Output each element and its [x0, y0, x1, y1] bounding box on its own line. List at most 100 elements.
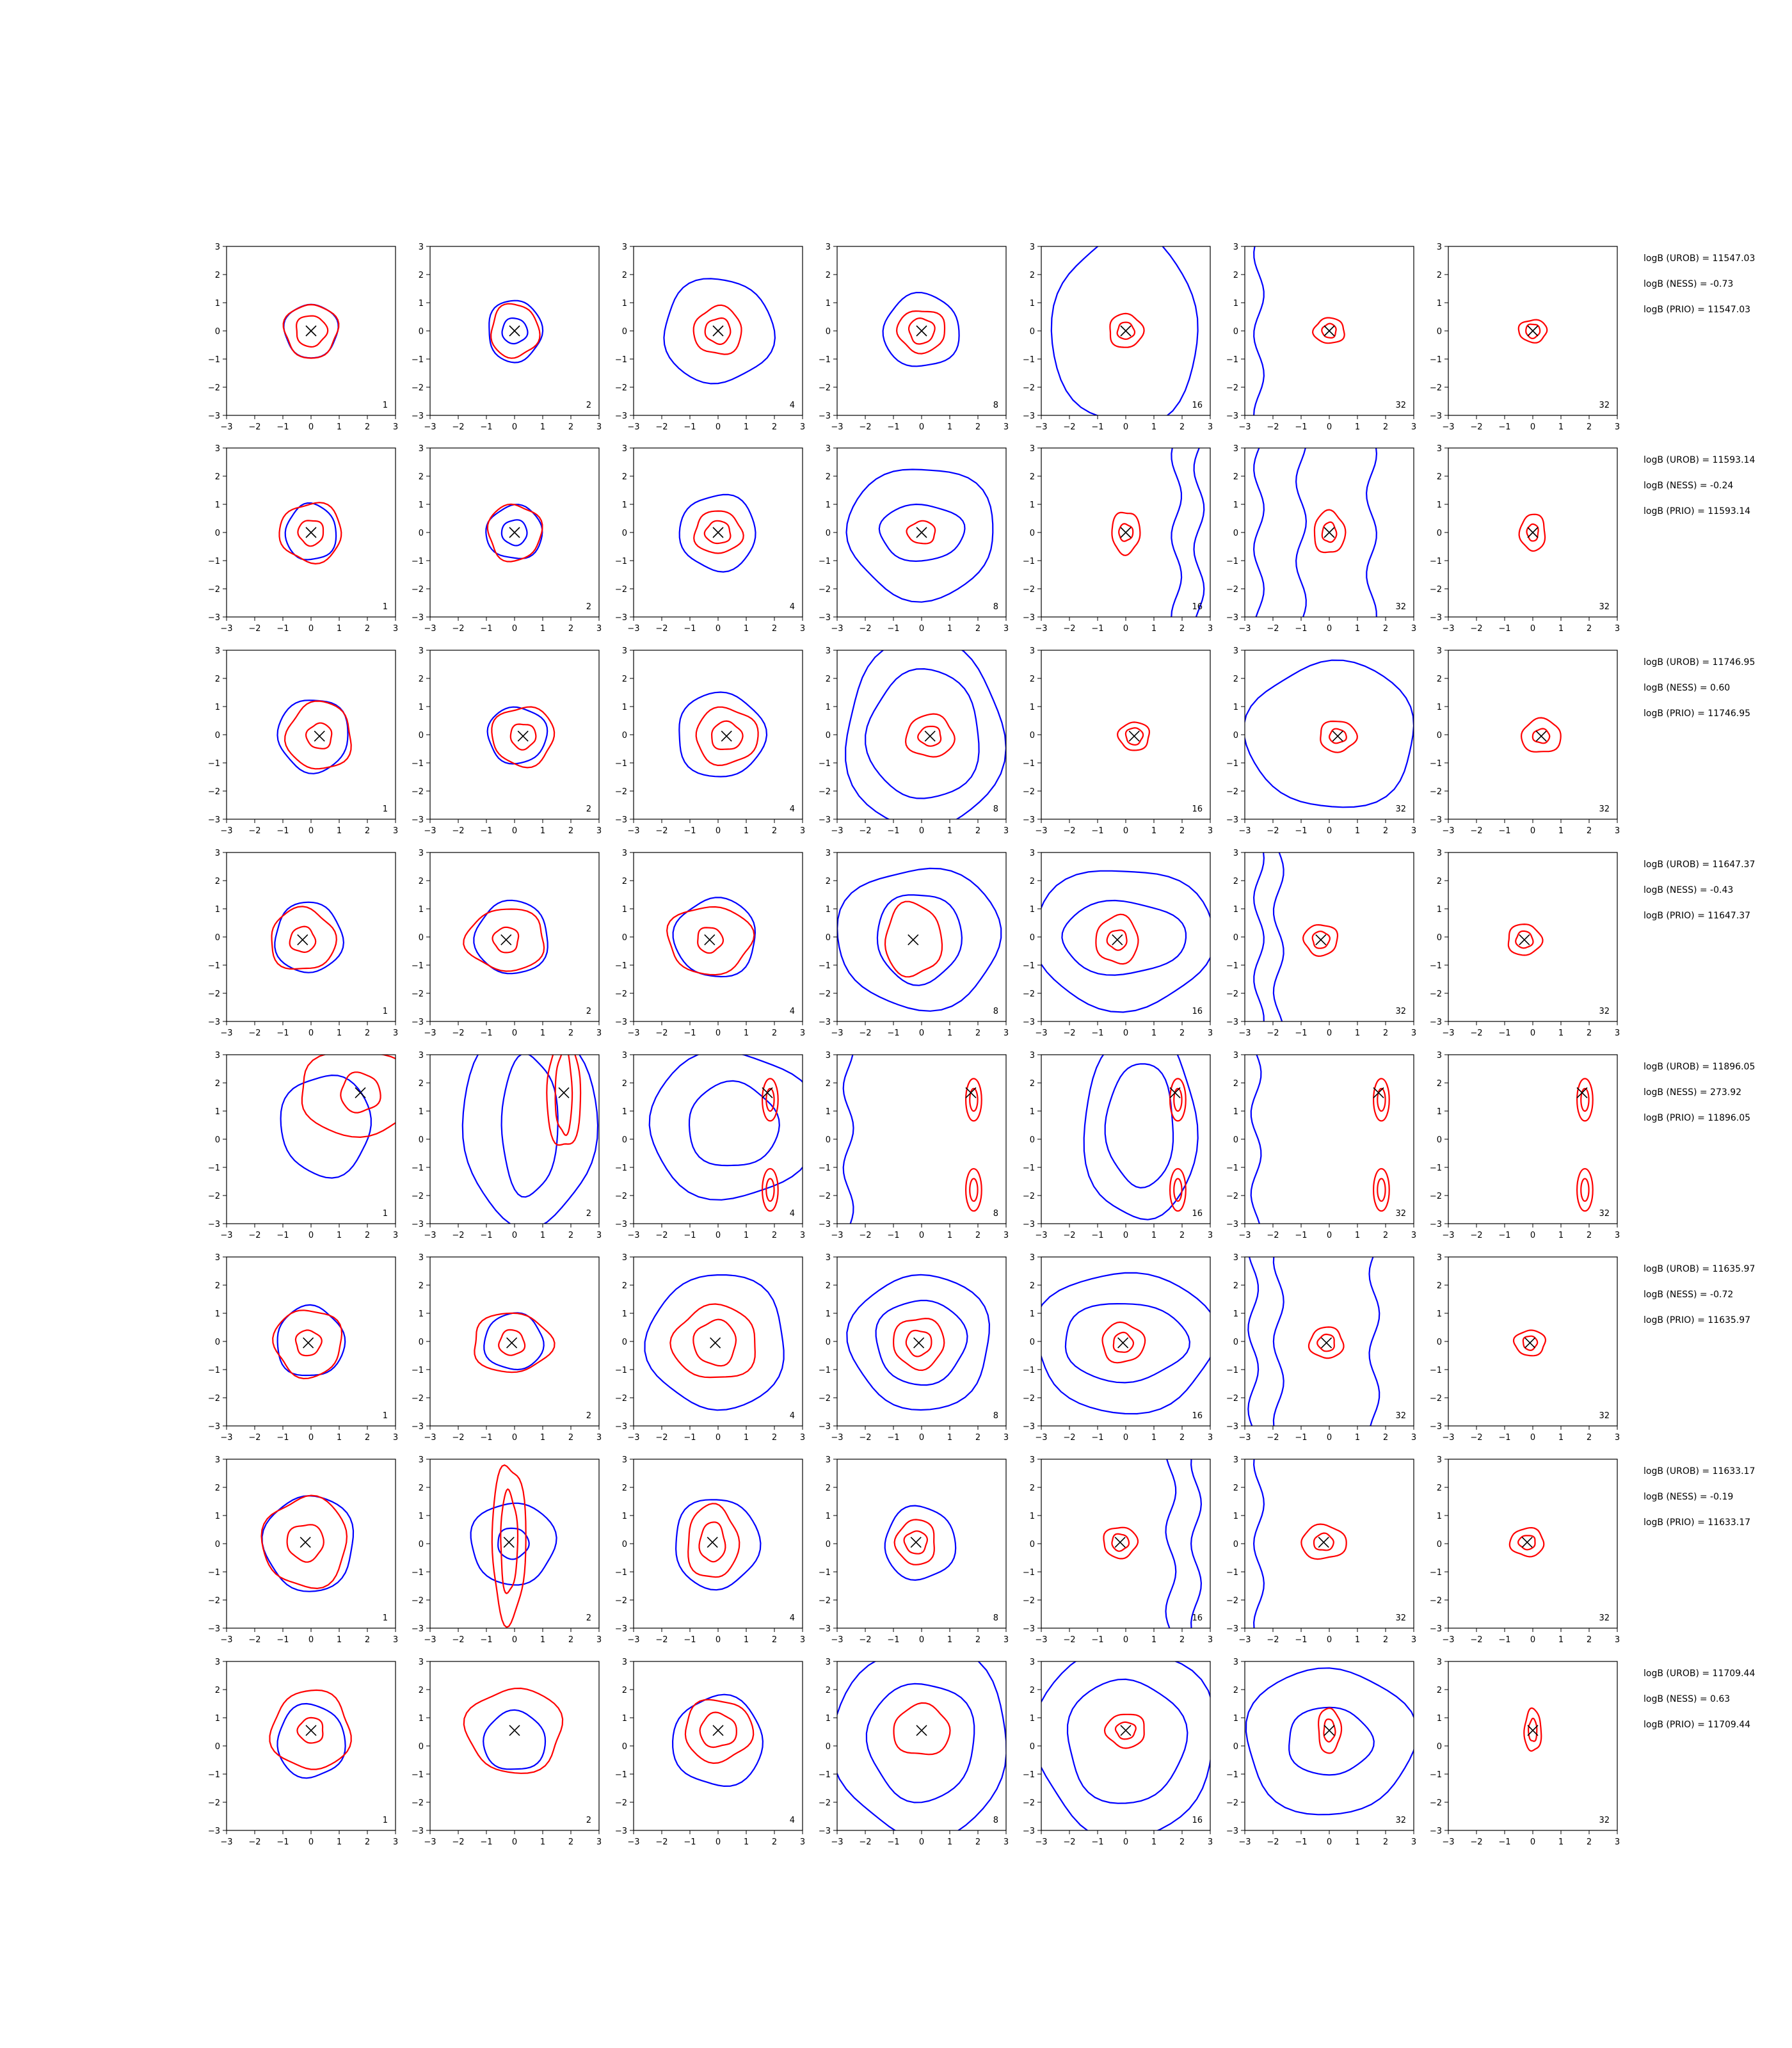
panel-label: 4 — [790, 1007, 795, 1016]
y-tick-label: 0 — [215, 731, 220, 740]
y-tick-label: 2 — [1030, 472, 1035, 482]
x-tick-label: 0 — [919, 1635, 924, 1645]
y-tick-label: 3 — [1437, 646, 1442, 656]
y-tick-label: 1 — [622, 1309, 627, 1319]
x-tick-label: −3 — [627, 1433, 639, 1443]
x-tick-label: 1 — [947, 1231, 952, 1240]
y-tick-label: 1 — [622, 1714, 627, 1724]
y-tick-label: 0 — [826, 1742, 831, 1752]
true-value-marker — [1324, 325, 1335, 337]
x-tick-label: 1 — [337, 624, 342, 634]
blue-contour — [865, 1683, 975, 1804]
red-contour — [1517, 319, 1548, 344]
red-contour — [1323, 1718, 1336, 1743]
x-tick-label: 1 — [1355, 624, 1360, 634]
x-tick-label: −1 — [684, 1635, 696, 1645]
panel-label: 32 — [1395, 1613, 1406, 1623]
y-tick-label: 1 — [1437, 1309, 1442, 1319]
y-tick-label: 1 — [622, 703, 627, 712]
contour-panel: −3−3 −2 −2 −1 −1 0 0 1 1 2 2 3 3 16 — [1023, 243, 1213, 432]
true-value-marker — [509, 527, 520, 538]
x-tick-label: −1 — [276, 624, 289, 634]
x-tick-label: −2 — [1470, 1231, 1482, 1240]
panel-plot-area — [846, 1274, 991, 1411]
x-tick-label: −2 — [859, 1231, 871, 1240]
y-tick-label: 0 — [1030, 529, 1035, 538]
y-tick-label: 3 — [215, 646, 220, 656]
y-tick-label: −2 — [615, 585, 627, 595]
y-tick-label: 1 — [1233, 299, 1238, 308]
panel-plot-area — [666, 897, 756, 978]
true-value-marker — [1576, 1087, 1588, 1098]
x-tick-label: 0 — [1327, 826, 1332, 836]
contour-panel: −3−3 −2 −2 −1 −1 0 0 1 1 2 2 3 3 2 — [412, 1051, 602, 1240]
x-tick-label: 3 — [1004, 1635, 1009, 1645]
y-tick-label: 3 — [826, 1658, 831, 1667]
panel-frame — [633, 852, 803, 1022]
y-tick-label: 1 — [1437, 299, 1442, 308]
y-tick-label: −3 — [1226, 1624, 1238, 1634]
x-tick-label: −1 — [276, 1433, 289, 1443]
x-tick-label: −2 — [655, 624, 668, 634]
x-tick-label: −1 — [1295, 422, 1307, 432]
x-tick-label: −1 — [480, 1635, 492, 1645]
panel-label: 2 — [586, 1411, 591, 1421]
x-tick-label: −3 — [1442, 422, 1454, 432]
red-contour — [893, 1702, 951, 1756]
x-tick-label: −2 — [1063, 1635, 1075, 1645]
panel-label: 16 — [1192, 1007, 1203, 1016]
x-tick-label: 2 — [1383, 1837, 1388, 1847]
y-tick-label: 3 — [419, 849, 424, 858]
y-tick-label: 2 — [1437, 1484, 1442, 1493]
y-tick-label: 3 — [1233, 1455, 1238, 1465]
y-tick-label: −3 — [1226, 1827, 1238, 1836]
blue-contour — [842, 1055, 854, 1224]
panel-plot-area — [845, 468, 994, 603]
y-tick-label: −3 — [1023, 1422, 1035, 1432]
y-tick-label: −3 — [1023, 613, 1035, 623]
x-tick-label: −1 — [276, 826, 289, 836]
x-tick-label: −2 — [1267, 1837, 1279, 1847]
red-contour — [684, 1699, 755, 1764]
panel-plot-area — [271, 901, 345, 973]
x-tick-label: 2 — [1587, 1837, 1592, 1847]
y-tick-label: −1 — [1226, 1366, 1238, 1375]
logb-annotation: logB (PRIO) = 11547.03 — [1644, 305, 1750, 315]
y-tick-label: 2 — [1437, 472, 1442, 482]
x-tick-label: 2 — [1180, 624, 1185, 634]
y-tick-label: −3 — [819, 613, 831, 623]
panel-label: 1 — [383, 602, 388, 612]
blue-contour — [1295, 448, 1308, 617]
panel-frame — [429, 1459, 600, 1629]
contour-panel: −3−3 −2 −2 −1 −1 0 0 1 1 2 2 3 3 2 — [412, 646, 602, 836]
y-tick-label: 0 — [1030, 933, 1035, 943]
red-contour — [284, 700, 352, 770]
x-tick-label: 0 — [512, 1433, 517, 1443]
y-tick-label: 3 — [1437, 849, 1442, 858]
y-tick-label: 1 — [1233, 1512, 1238, 1521]
x-tick-label: 3 — [393, 1433, 398, 1443]
y-tick-label: 0 — [826, 731, 831, 740]
y-tick-label: 2 — [215, 472, 220, 482]
panel-label: 16 — [1192, 401, 1203, 410]
x-tick-label: 3 — [1411, 422, 1416, 432]
y-tick-label: 2 — [622, 675, 627, 684]
x-tick-label: 0 — [919, 1231, 924, 1240]
y-tick-label: 1 — [1233, 500, 1238, 510]
y-tick-label: 1 — [622, 905, 627, 915]
x-tick-label: −1 — [276, 1635, 289, 1645]
y-tick-label: 2 — [826, 1281, 831, 1291]
x-tick-label: 1 — [1558, 422, 1564, 432]
y-tick-label: −3 — [1023, 1624, 1035, 1634]
y-tick-label: 2 — [622, 1484, 627, 1493]
x-tick-label: −1 — [1091, 422, 1103, 432]
x-tick-label: 2 — [772, 1028, 777, 1038]
y-tick-label: 0 — [215, 529, 220, 538]
x-tick-label: 3 — [393, 1837, 398, 1847]
logb-annotation: logB (NESS) = 0.60 — [1644, 683, 1730, 693]
x-tick-label: 1 — [947, 624, 952, 634]
true-value-marker — [1114, 1537, 1126, 1548]
y-tick-label: 3 — [1030, 1051, 1035, 1060]
y-tick-label: 2 — [419, 1686, 424, 1695]
panel-plot-area — [272, 1304, 346, 1380]
